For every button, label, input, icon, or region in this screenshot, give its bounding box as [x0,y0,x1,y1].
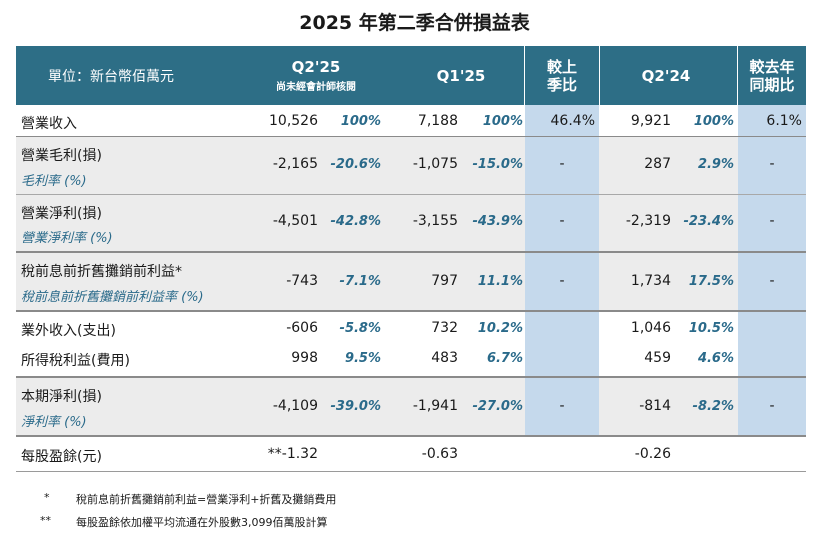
q2-25-percent: 100% [340,114,381,129]
yoy-change: - [769,213,775,229]
footnote-mark-1: * [44,491,50,504]
row-sublabel: 稅前息前折舊攤銷前利益率 (%) [21,290,204,305]
q2-25-percent: -7.1% [339,274,381,289]
q2-24-percent: 10.5% [688,321,734,336]
table-row: 稅前息前折舊攤銷前利益* 稅前息前折舊攤銷前利益率 (%) -743 -7.1%… [16,251,806,310]
q2-25-value: -743 [286,273,318,289]
q1-25-percent: -27.0% [472,399,524,414]
statement-title: 2025 年第二季合併損益表 [299,12,530,34]
footnote-text-1: 稅前息前折舊攤銷前利益=營業淨利+折舊及攤銷費用 [76,493,337,506]
row-label: 稅前息前折舊攤銷前利益* [21,264,182,280]
col-qoq-line1: 較上 [546,57,577,76]
q1-25-value: -1,075 [412,156,458,172]
q1-25-value: -3,155 [412,213,458,229]
q2-24-percent: 100% [693,114,734,129]
q2-24-value: 9,921 [630,113,671,129]
income-statement-table: 單位：新台幣佰萬元 Q2'25 尚未經會計師核閱 Q1'25 較上 季比 Q2'… [16,46,806,472]
table-row: 所得稅利益(費用) 998 9.5% 483 6.7% 459 4.6% [16,344,806,376]
q2-24-value: -814 [639,398,671,414]
row-label: 本期淨利(損) [21,389,102,405]
q1-25-percent: -43.9% [472,214,524,229]
q2-25-value: -4,501 [272,213,318,229]
col-q2-24: Q2'24 [641,66,691,85]
row-sublabel: 毛利率 (%) [21,174,87,189]
q2-24-percent: 4.6% [697,351,734,366]
q2-25-value: -606 [286,320,318,336]
q2-25-percent: -42.8% [330,214,382,229]
q1-25-percent: 10.2% [477,321,523,336]
qoq-change: 46.4% [550,113,595,129]
yoy-change: - [769,156,775,172]
q2-25-percent: -5.8% [339,321,381,336]
qoq-change: - [559,213,565,229]
col-qoq-line2: 季比 [546,75,577,94]
q2-24-value: 459 [644,350,671,366]
q1-25-value: 732 [431,320,458,336]
row-sublabel: 淨利率 (%) [21,415,87,430]
q2-25-percent: -39.0% [330,399,382,414]
q2-24-percent: -23.4% [683,214,735,229]
q1-25-value: -1,941 [412,398,458,414]
q2-24-value: 1,734 [630,273,671,289]
row-label: 每股盈餘(元) [21,449,102,465]
footnote-mark-2: ** [40,514,51,527]
q1-25-percent: -15.0% [472,157,524,172]
col-q1-25: Q1'25 [436,66,486,85]
yoy-change: - [769,398,775,414]
q1-25-value: -0.63 [421,446,458,462]
unaudited-note: 尚未經會計師核閱 [276,82,356,93]
q2-25-value: **-1.32 [267,446,318,462]
q1-25-percent: 11.1% [477,274,523,289]
q2-24-percent: 17.5% [688,274,734,289]
table-row: 營業收入 10,526 100% 7,188 100% 46.4% 9,921 … [16,105,806,137]
row-label: 營業收入 [21,116,77,132]
yoy-change: - [769,273,775,289]
table-row: 本期淨利(損) 淨利率 (%) -4,109 -39.0% -1,941 -27… [16,376,806,435]
q2-24-value: 287 [644,156,671,172]
qoq-change: - [559,273,565,289]
row-label: 營業毛利(損) [21,148,102,164]
table-header: 單位：新台幣佰萬元 Q2'25 尚未經會計師核閱 Q1'25 較上 季比 Q2'… [16,46,806,105]
row-label: 所得稅利益(費用) [21,353,130,369]
col-q2-25: Q2'25 [291,58,341,76]
q2-25-value: 998 [291,350,318,366]
q2-25-value: 10,526 [269,113,318,129]
row-sublabel: 營業淨利率 (%) [21,231,113,246]
q2-24-percent: 2.9% [697,157,734,172]
table-row: 營業毛利(損) 毛利率 (%) -2,165 -20.6% -1,075 -15… [16,137,806,194]
qoq-change: - [559,156,565,172]
row-label: 業外收入(支出) [21,323,116,339]
footnote-text-2: 每股盈餘依加權平均流通在外股數3,099佰萬股計算 [76,516,328,529]
q2-25-value: -4,109 [272,398,318,414]
q1-25-value: 483 [431,350,458,366]
q2-25-percent: 9.5% [344,351,381,366]
q2-25-value: -2,165 [272,156,318,172]
q1-25-value: 797 [431,273,458,289]
unit-label: 單位：新台幣佰萬元 [48,68,174,85]
q1-25-percent: 6.7% [486,351,523,366]
table-row: 營業淨利(損) 營業淨利率 (%) -4,501 -42.8% -3,155 -… [16,194,806,251]
yoy-change: 6.1% [766,113,802,129]
qoq-change: - [559,398,565,414]
col-yoy-line1: 較去年 [749,57,795,76]
q2-24-percent: -8.2% [692,399,734,414]
q1-25-percent: 100% [482,114,523,129]
q1-25-value: 7,188 [417,113,458,129]
row-label: 營業淨利(損) [21,206,102,222]
q2-24-value: -2,319 [625,213,671,229]
col-yoy-line2: 同期比 [749,75,795,94]
table-row: 業外收入(支出) -606 -5.8% 732 10.2% 1,046 10.5… [16,310,806,344]
q2-25-percent: -20.6% [330,157,382,172]
q2-24-value: -0.26 [634,446,671,462]
q2-24-value: 1,046 [630,320,671,336]
table-row: 每股盈餘(元) **-1.32 -0.63 -0.26 [16,435,806,472]
